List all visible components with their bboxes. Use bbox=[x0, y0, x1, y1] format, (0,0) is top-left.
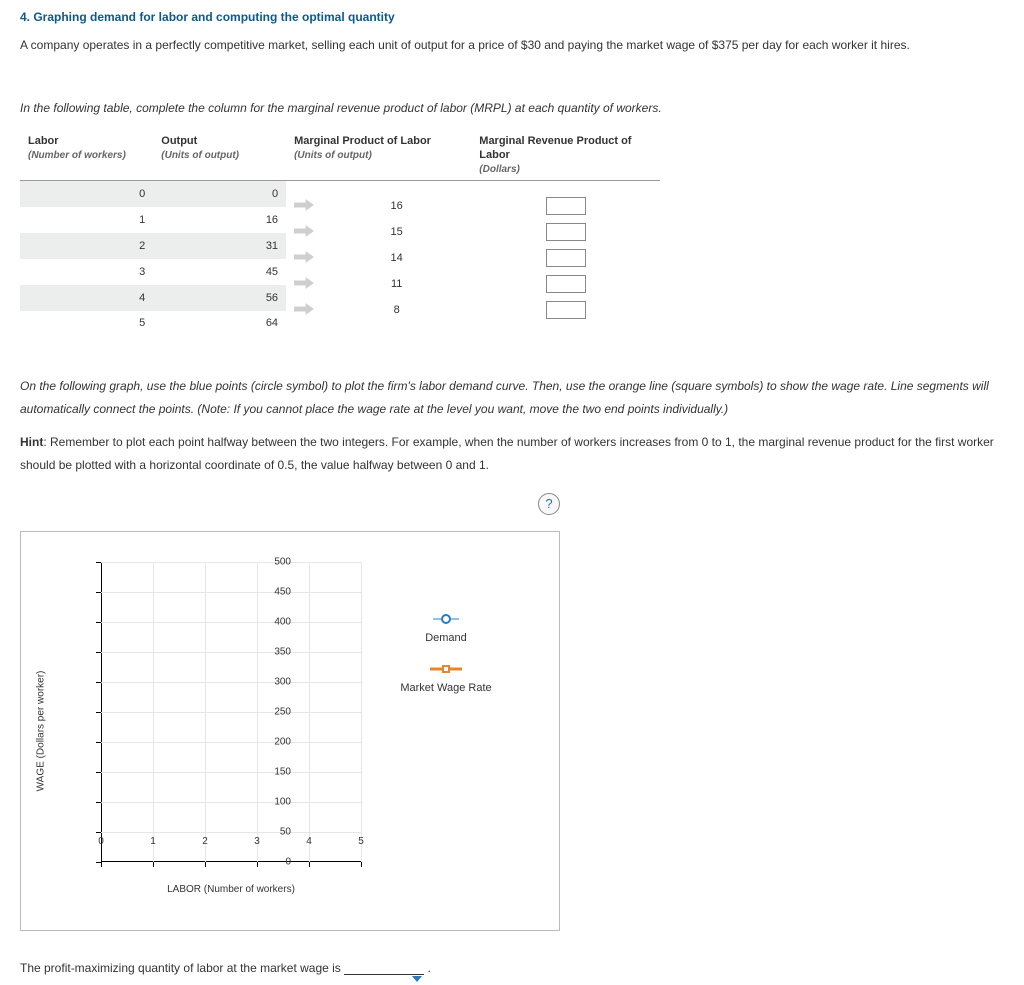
x-tick-label: 2 bbox=[195, 836, 215, 847]
th-mrpl: Marginal Revenue Product of Labor bbox=[479, 135, 631, 161]
mrpl-input[interactable] bbox=[546, 223, 586, 241]
cell-mrpl bbox=[471, 181, 660, 208]
arrow-right-icon bbox=[294, 198, 314, 215]
cell-labor: 0 bbox=[20, 181, 153, 208]
answer-dropdown[interactable] bbox=[344, 974, 424, 975]
cell-labor: 3 bbox=[20, 259, 153, 285]
table-instruction: In the following table, complete the col… bbox=[20, 97, 1004, 120]
th-mpl: Marginal Product of Labor bbox=[294, 135, 431, 147]
arrow-right-icon bbox=[294, 250, 314, 267]
cell-labor: 5 bbox=[20, 311, 153, 335]
y-tick-label: 150 bbox=[261, 766, 291, 777]
chevron-down-icon bbox=[412, 976, 422, 982]
cell-output: 45 bbox=[153, 259, 286, 285]
y-tick-label: 0 bbox=[261, 856, 291, 867]
plot-canvas[interactable] bbox=[101, 562, 361, 862]
arrow-right-icon bbox=[294, 224, 314, 241]
cell-labor: 2 bbox=[20, 233, 153, 259]
square-icon bbox=[442, 665, 450, 673]
th-mpl-sub: (Units of output) bbox=[294, 150, 372, 161]
legend-demand-label: Demand bbox=[391, 632, 501, 644]
cell-labor: 1 bbox=[20, 207, 153, 233]
mrpl-input[interactable] bbox=[546, 275, 586, 293]
y-tick-label: 400 bbox=[261, 616, 291, 627]
y-tick-label: 250 bbox=[261, 706, 291, 717]
cell-output: 0 bbox=[153, 181, 286, 208]
cell-output: 64 bbox=[153, 311, 286, 335]
mrpl-input[interactable] bbox=[546, 197, 586, 215]
legend-wage[interactable]: Market Wage Rate bbox=[391, 662, 501, 694]
cell-mpl: 16 bbox=[322, 181, 471, 208]
y-tick-label: 500 bbox=[261, 556, 291, 567]
cell-output: 56 bbox=[153, 285, 286, 311]
mrpl-table: Labor (Number of workers) Output (Units … bbox=[20, 130, 660, 336]
final-question: The profit-maximizing quantity of labor … bbox=[20, 961, 1004, 975]
cell-output: 16 bbox=[153, 207, 286, 233]
legend: Demand Market Wage Rate bbox=[391, 612, 501, 712]
y-tick-label: 100 bbox=[261, 796, 291, 807]
x-tick-label: 3 bbox=[247, 836, 267, 847]
mrpl-input[interactable] bbox=[546, 249, 586, 267]
hint-label: Hint bbox=[20, 435, 43, 449]
cell-mpl: 14 bbox=[322, 233, 471, 259]
cell-arrow bbox=[286, 181, 322, 208]
y-tick-label: 200 bbox=[261, 736, 291, 747]
th-labor-sub: (Number of workers) bbox=[28, 150, 126, 161]
legend-wage-label: Market Wage Rate bbox=[391, 682, 501, 694]
x-tick-label: 0 bbox=[91, 836, 111, 847]
cell-output: 31 bbox=[153, 233, 286, 259]
y-tick-label: 350 bbox=[261, 646, 291, 657]
cell-labor: 4 bbox=[20, 285, 153, 311]
circle-icon bbox=[441, 614, 451, 624]
x-tick-label: 1 bbox=[143, 836, 163, 847]
arrow-right-icon bbox=[294, 276, 314, 293]
cell-mpl: 11 bbox=[322, 259, 471, 285]
hint-text: Hint: Remember to plot each point halfwa… bbox=[20, 431, 1004, 477]
mrpl-input[interactable] bbox=[546, 301, 586, 319]
intro-text: A company operates in a perfectly compet… bbox=[20, 34, 1004, 57]
question-title: 4. Graphing demand for labor and computi… bbox=[20, 10, 1004, 24]
y-axis-title: WAGE (Dollars per worker) bbox=[36, 670, 47, 791]
cell-mpl: 8 bbox=[322, 285, 471, 311]
th-mrpl-sub: (Dollars) bbox=[479, 164, 520, 175]
cell-mpl: 15 bbox=[322, 207, 471, 233]
y-tick-label: 450 bbox=[261, 586, 291, 597]
arrow-right-icon bbox=[294, 302, 314, 319]
x-axis-title: LABOR (Number of workers) bbox=[101, 884, 361, 895]
th-output: Output bbox=[161, 135, 197, 147]
x-tick-label: 4 bbox=[299, 836, 319, 847]
x-tick-label: 5 bbox=[351, 836, 371, 847]
graph-area[interactable]: WAGE (Dollars per worker) LABOR (Number … bbox=[20, 531, 560, 931]
th-labor: Labor bbox=[28, 135, 59, 147]
graph-instruction: On the following graph, use the blue poi… bbox=[20, 375, 1004, 421]
y-tick-label: 300 bbox=[261, 676, 291, 687]
cell-mpl bbox=[322, 311, 471, 335]
th-output-sub: (Units of output) bbox=[161, 150, 239, 161]
legend-demand[interactable]: Demand bbox=[391, 612, 501, 644]
help-button[interactable]: ? bbox=[538, 493, 560, 515]
